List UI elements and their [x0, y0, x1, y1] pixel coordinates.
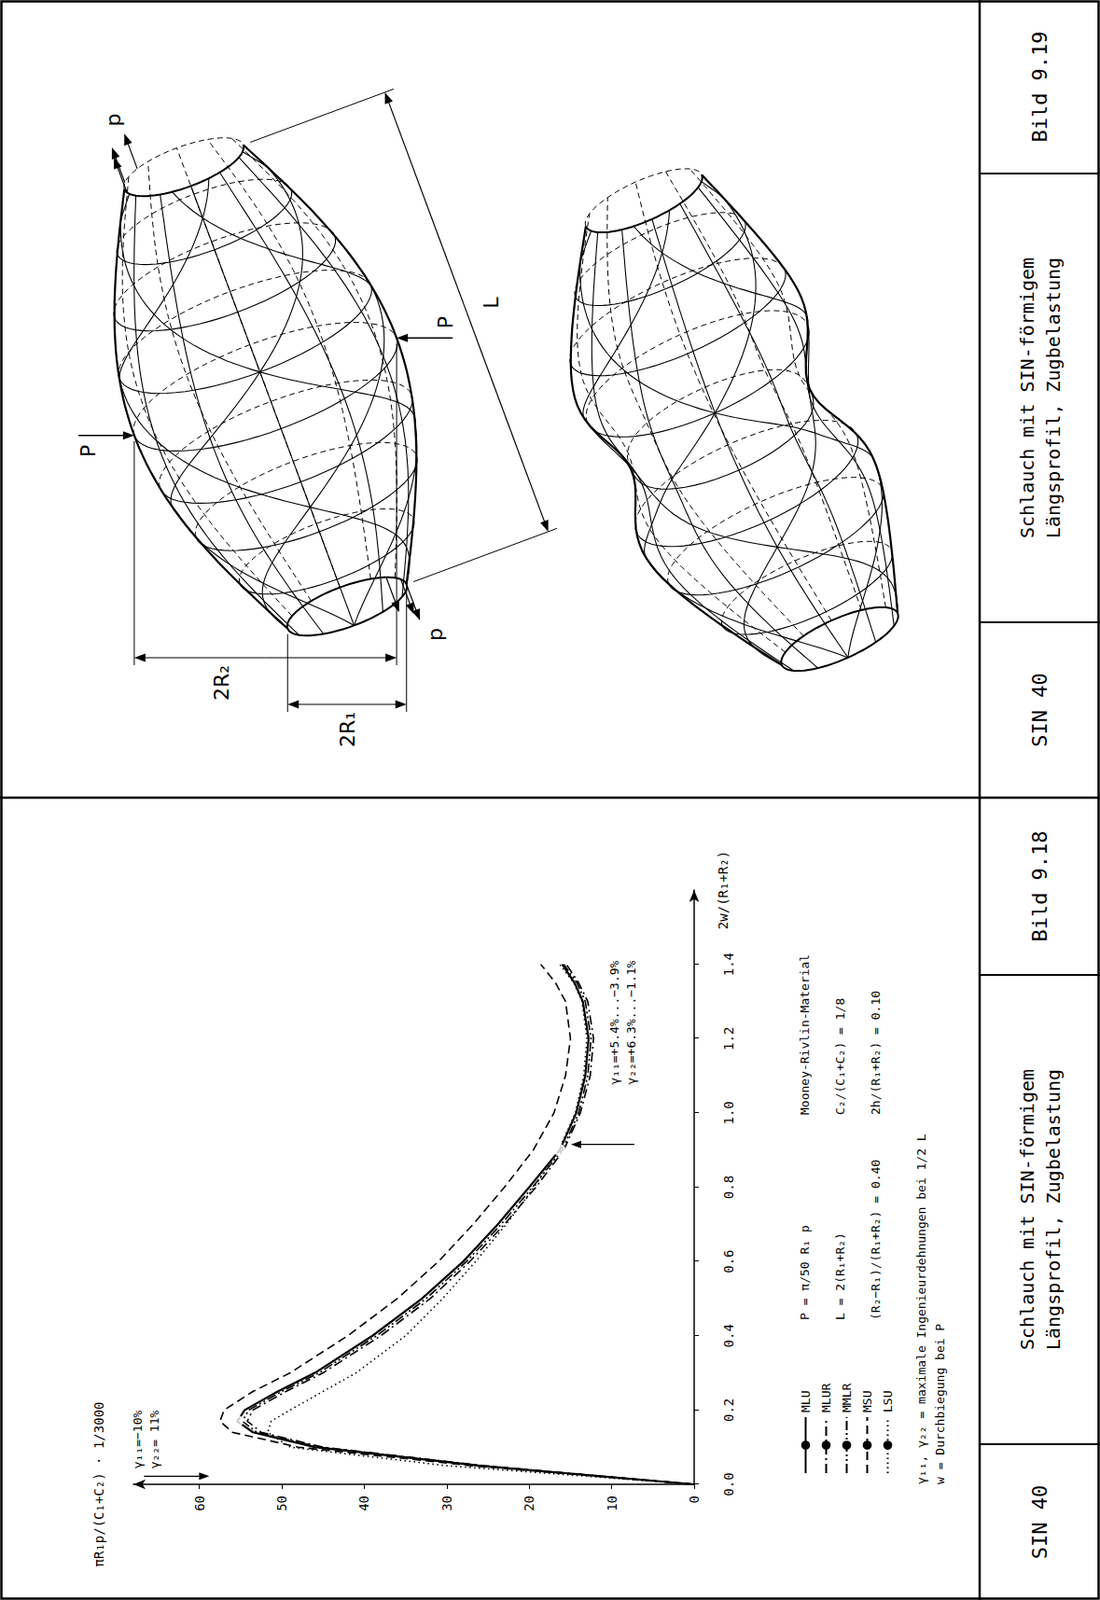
svg-text:2R₁: 2R₁ [335, 711, 360, 748]
svg-text:πR₁p/(C₁+C₂) · 1/3000: πR₁p/(C₁+C₂) · 1/3000 [91, 1401, 107, 1567]
svg-text:0.6: 0.6 [721, 1249, 737, 1273]
svg-text:p: p [101, 112, 126, 126]
svg-text:50: 50 [274, 1495, 290, 1512]
svg-text:60: 60 [192, 1495, 208, 1512]
svg-text:p: p [423, 627, 447, 641]
svg-text:1.2: 1.2 [721, 1027, 737, 1051]
svg-text:0.0: 0.0 [721, 1472, 737, 1496]
html-text:C₂/(C₁+C₂) = 1/8: C₂/(C₁+C₂) = 1/8 [833, 998, 848, 1115]
svg-text:MSU: MSU [860, 1391, 875, 1413]
svg-text:P: P [433, 316, 458, 329]
html-text:Längsprofil, Zugbelastung: Längsprofil, Zugbelastung [1041, 257, 1065, 539]
html-text:SIN 40: SIN 40 [1027, 672, 1052, 748]
svg-text:0.2: 0.2 [721, 1398, 737, 1422]
svg-text:γ₂₂=+6.3%...−1.1%: γ₂₂=+6.3%...−1.1% [624, 960, 639, 1085]
html-text:Schlauch mit SIN-förmigem: Schlauch mit SIN-förmigem [1015, 1069, 1038, 1351]
svg-text:L: L [479, 296, 503, 309]
html-text:γ₁₁, γ₂₂ = maximale Ingenieurd: γ₁₁, γ₂₂ = maximale Ingenieurdehnungen b… [914, 1133, 929, 1485]
svg-text:γ₁₁=−10%: γ₁₁=−10% [130, 1410, 145, 1470]
html-text:SIN 40: SIN 40 [1027, 1485, 1052, 1560]
svg-text:LSU: LSU [880, 1391, 895, 1413]
svg-text:γ₂₂= 11%: γ₂₂= 11% [147, 1410, 162, 1470]
svg-text:γ₁₁=+5.4%...−3.9%: γ₁₁=+5.4%...−3.9% [607, 960, 622, 1085]
svg-text:2R₂: 2R₂ [209, 665, 234, 701]
svg-text:30: 30 [439, 1495, 455, 1512]
html-text:(R₂−R₁)/(R₁+R₂) = 0.40: (R₂−R₁)/(R₁+R₂) = 0.40 [868, 1159, 883, 1321]
svg-text:2w/(R₁+R₂): 2w/(R₁+R₂) [715, 850, 731, 930]
svg-text:10: 10 [604, 1495, 620, 1512]
svg-text:0: 0 [686, 1495, 702, 1504]
html-text:Mooney-Rivlin-Material: Mooney-Rivlin-Material [797, 954, 812, 1115]
svg-text:20: 20 [521, 1495, 537, 1512]
svg-text:1.0: 1.0 [721, 1100, 737, 1125]
html-text:Bild 9.19: Bild 9.19 [1027, 31, 1052, 143]
html-text:w = Durchbiegung bei P: w = Durchbiegung bei P [932, 1323, 947, 1485]
html-text:Längsprofil, Zugbelastung: Längsprofil, Zugbelastung [1041, 1069, 1065, 1351]
svg-text:MLUR: MLUR [819, 1383, 834, 1413]
html-text:Bild 9.18: Bild 9.18 [1027, 830, 1052, 942]
svg-text:1.4: 1.4 [721, 952, 737, 976]
html-text:L = 2(R₁+R₂): L = 2(R₁+R₂) [833, 1232, 848, 1321]
svg-text:P: P [76, 445, 100, 458]
svg-text:40: 40 [356, 1495, 372, 1512]
html-text:P = π/50 R₁ p: P = π/50 R₁ p [797, 1225, 812, 1321]
svg-text:MMLR: MMLR [839, 1383, 854, 1413]
html-text:Schlauch mit SIN-förmigem: Schlauch mit SIN-förmigem [1015, 257, 1038, 539]
svg-text:0.4: 0.4 [721, 1323, 737, 1348]
html-text:2h/(R₁+R₂) = 0.10: 2h/(R₁+R₂) = 0.10 [868, 990, 883, 1115]
svg-text:0.8: 0.8 [721, 1175, 737, 1199]
svg-text:MLU: MLU [798, 1391, 813, 1413]
